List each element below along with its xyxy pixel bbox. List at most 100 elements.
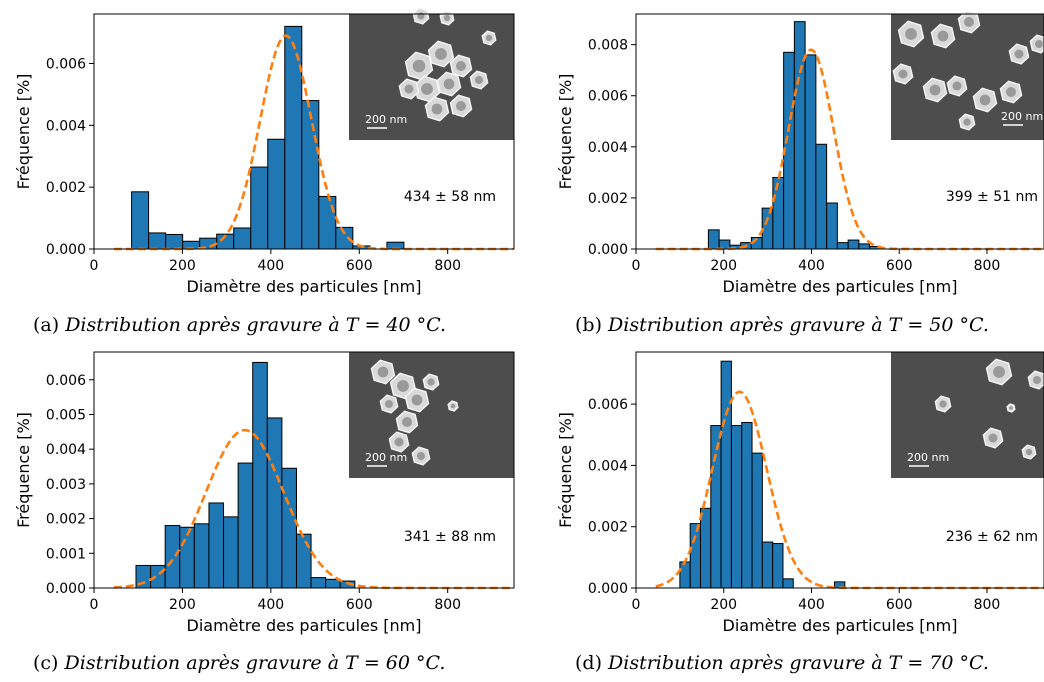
histogram-bar bbox=[223, 516, 239, 589]
x-tick-label: 800 bbox=[434, 258, 461, 274]
histogram-bar bbox=[310, 577, 327, 589]
caption-text: Distribution après gravure à bbox=[64, 314, 346, 336]
y-tick-label: 0.004 bbox=[46, 118, 86, 134]
x-tick-label: 600 bbox=[346, 597, 373, 613]
histogram-bar bbox=[131, 191, 150, 250]
histogram-bar bbox=[179, 526, 195, 589]
histogram-bar bbox=[148, 232, 167, 250]
particle-shade bbox=[1033, 376, 1041, 384]
particle-shade bbox=[404, 84, 414, 94]
particle-shade bbox=[963, 118, 971, 126]
particle-shade bbox=[402, 417, 412, 427]
y-tick-label: 0.006 bbox=[588, 397, 628, 413]
particle-shade bbox=[898, 69, 908, 79]
x-tick-label: 200 bbox=[169, 597, 196, 613]
chart-panel-c: 200 nm 0 200 400 600 800 0.000 0.001 0.002 0.003 0… bbox=[14, 351, 515, 674]
particle-shade bbox=[939, 400, 947, 408]
histogram-bar bbox=[164, 525, 181, 589]
particle-shade bbox=[431, 103, 443, 115]
histogram-bar bbox=[761, 541, 774, 589]
scale-bar-label: 200 nm bbox=[365, 451, 407, 464]
particle-shade bbox=[905, 28, 917, 40]
x-tick-label: 0 bbox=[632, 258, 641, 274]
y-axis-label: Fréquence [%] bbox=[14, 412, 33, 528]
particle-shade bbox=[450, 403, 456, 409]
caption-value: = 50 °C. bbox=[901, 314, 989, 336]
y-tick-label: 0.004 bbox=[46, 442, 86, 458]
histogram-bar bbox=[741, 421, 753, 589]
x-tick-label: 600 bbox=[886, 258, 913, 274]
histogram-bar bbox=[150, 564, 166, 589]
mean-std-annotation: 399 ± 51 nm bbox=[946, 189, 1038, 205]
sem-inset-image: 200 nm bbox=[349, 352, 514, 478]
histogram-bar bbox=[252, 361, 268, 589]
particle-shade bbox=[485, 34, 493, 42]
caption-value: = 70 °C. bbox=[901, 652, 989, 674]
particle-shade bbox=[993, 366, 1005, 378]
histogram-bar bbox=[267, 138, 286, 250]
axes-frame bbox=[93, 13, 515, 250]
y-tick-label: 0.000 bbox=[46, 242, 86, 258]
histogram-bar bbox=[804, 54, 817, 250]
scale-bar-label: 200 nm bbox=[1001, 110, 1043, 123]
y-tick-label: 0.002 bbox=[588, 191, 628, 207]
x-tick-label: 0 bbox=[632, 597, 641, 613]
caption-value: = 60 °C. bbox=[358, 652, 446, 674]
particle-shade bbox=[417, 12, 425, 20]
particle-shade bbox=[1009, 406, 1013, 410]
particle-shade bbox=[394, 437, 404, 447]
histogram-bar bbox=[826, 202, 838, 250]
x-tick-label: 200 bbox=[710, 597, 737, 613]
x-tick-label: 800 bbox=[974, 258, 1001, 274]
histogram-bar bbox=[793, 21, 806, 250]
histogram-bar bbox=[193, 523, 210, 589]
histogram-bar bbox=[730, 425, 743, 589]
particle-shade bbox=[421, 83, 433, 95]
y-tick-label: 0.000 bbox=[588, 581, 628, 597]
gaussian-fit-line bbox=[655, 390, 1044, 590]
x-axis-label: Diamètre des particules [nm] bbox=[187, 616, 422, 635]
x-tick-label: 200 bbox=[710, 258, 737, 274]
y-tick-label: 0.006 bbox=[46, 373, 86, 389]
caption-text: Distribution après gravure à bbox=[607, 314, 889, 336]
histogram-bar bbox=[836, 242, 849, 250]
histogram-bar bbox=[858, 243, 871, 250]
particle-shade bbox=[988, 433, 998, 443]
histogram-bar bbox=[815, 143, 828, 250]
histogram-bar bbox=[720, 360, 732, 589]
particle-shade bbox=[397, 380, 409, 392]
chart-panel-d: 200 nm 0 200 400 600 800 0.000 0.002 0.004 0.006 D… bbox=[556, 351, 1044, 674]
chart-panel-b: 200 nm 0 200 400 600 800 0.000 0.002 0.004 0.006 0… bbox=[556, 10, 1044, 336]
chart-panel-a: 200 nm 0 200 400 600 800 0.000 0.002 0.004 0.006 D… bbox=[14, 7, 515, 336]
mean-std-annotation: 434 ± 58 nm bbox=[404, 189, 496, 205]
histogram-bar bbox=[233, 227, 252, 250]
caption-label: (c) bbox=[33, 652, 65, 674]
caption-variable: T bbox=[889, 652, 903, 674]
y-tick-label: 0.006 bbox=[588, 89, 628, 105]
particle-shade bbox=[377, 366, 389, 378]
y-tick-label: 0.005 bbox=[46, 407, 86, 423]
y-tick-label: 0.002 bbox=[46, 512, 86, 528]
histogram-bar bbox=[208, 502, 225, 589]
histogram-bar bbox=[165, 233, 184, 250]
y-tick-label: 0.002 bbox=[46, 180, 86, 196]
x-tick-label: 800 bbox=[434, 597, 461, 613]
caption-variable: T bbox=[346, 314, 360, 336]
scale-bar-label: 200 nm bbox=[907, 451, 949, 464]
histogram-bar bbox=[751, 452, 763, 589]
particle-shade bbox=[1025, 448, 1033, 456]
y-axis-label: Fréquence [%] bbox=[556, 74, 575, 190]
particle-shade bbox=[964, 17, 974, 27]
subfigure-caption: (c) Distribution après gravure à T = 60 … bbox=[33, 652, 445, 674]
subfigure-caption: (d) Distribution après gravure à T = 70 … bbox=[575, 652, 989, 674]
particle-shade bbox=[411, 394, 423, 406]
mean-std-annotation: 341 ± 88 nm bbox=[404, 529, 496, 545]
y-tick-label: 0.000 bbox=[46, 581, 86, 597]
histogram-bar bbox=[295, 533, 312, 589]
histogram-bar bbox=[679, 561, 691, 589]
caption-text: Distribution après gravure à bbox=[64, 652, 346, 674]
x-tick-label: 400 bbox=[798, 597, 825, 613]
histogram-bar bbox=[318, 195, 337, 250]
histogram-bar bbox=[281, 467, 297, 589]
